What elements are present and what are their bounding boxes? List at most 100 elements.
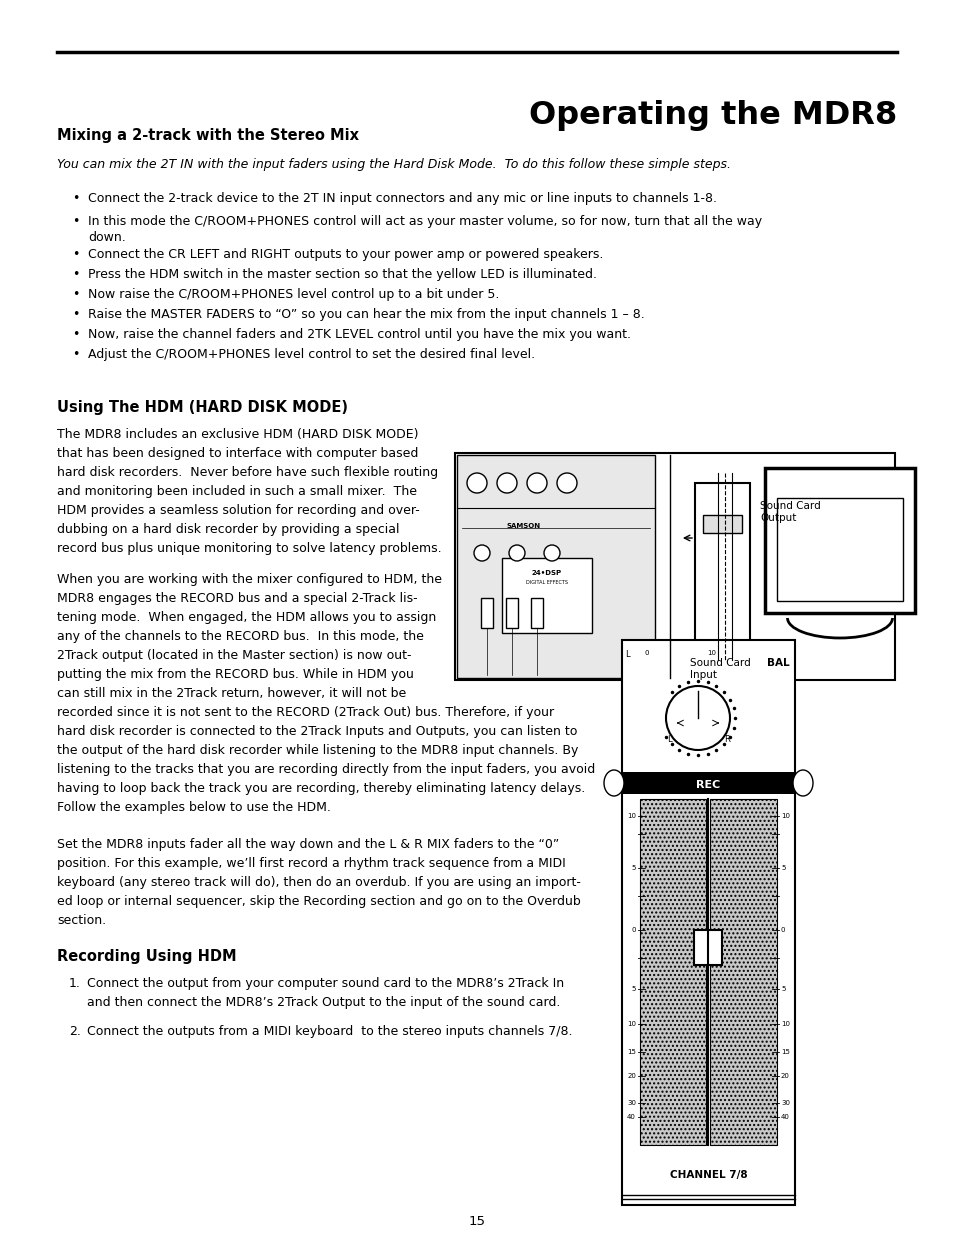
- Text: •: •: [71, 268, 79, 282]
- Text: HDM provides a seamless solution for recording and over-: HDM provides a seamless solution for rec…: [57, 504, 419, 517]
- Circle shape: [526, 473, 546, 493]
- Text: putting the mix from the RECORD bus. While in HDM you: putting the mix from the RECORD bus. Whi…: [57, 668, 414, 680]
- Text: 10: 10: [626, 1021, 636, 1026]
- Text: Press the HDM switch in the master section so that the yellow LED is illuminated: Press the HDM switch in the master secti…: [88, 268, 597, 282]
- Text: position. For this example, we’ll first record a rhythm track sequence from a MI: position. For this example, we’ll first …: [57, 857, 565, 869]
- Bar: [455, 453, 894, 680]
- Text: Using The HDM (HARD DISK MODE): Using The HDM (HARD DISK MODE): [57, 400, 348, 415]
- Text: 0: 0: [644, 650, 649, 656]
- Text: that has been designed to interface with computer based: that has been designed to interface with…: [57, 447, 418, 459]
- Bar: [764, 468, 914, 613]
- Text: •: •: [71, 191, 79, 205]
- Text: •: •: [71, 308, 79, 321]
- Text: 5: 5: [631, 987, 636, 992]
- Text: •: •: [71, 288, 79, 301]
- Text: Operating the MDR8: Operating the MDR8: [528, 100, 896, 131]
- Circle shape: [543, 545, 559, 561]
- Text: hard disk recorders.  Never before have such flexible routing: hard disk recorders. Never before have s…: [57, 466, 437, 479]
- Text: any of the channels to the RECORD bus.  In this mode, the: any of the channels to the RECORD bus. I…: [57, 630, 423, 643]
- Text: L: L: [624, 650, 629, 659]
- Text: dubbing on a hard disk recorder by providing a special: dubbing on a hard disk recorder by provi…: [57, 522, 399, 536]
- Text: tening mode.  When engaged, the HDM allows you to assign: tening mode. When engaged, the HDM allow…: [57, 611, 436, 624]
- Text: Sound Card
Output: Sound Card Output: [760, 501, 820, 522]
- Ellipse shape: [792, 769, 812, 797]
- Text: Now raise the C/ROOM+PHONES level control up to a bit under 5.: Now raise the C/ROOM+PHONES level contro…: [88, 288, 498, 301]
- Circle shape: [497, 473, 517, 493]
- Text: hard disk recorder is connected to the 2Track Inputs and Outputs, you can listen: hard disk recorder is connected to the 2…: [57, 725, 577, 739]
- Bar: [776, 498, 902, 601]
- Text: keyboard (any stereo track will do), then do an overdub. If you are using an imp: keyboard (any stereo track will do), the…: [57, 876, 580, 889]
- Text: 10: 10: [781, 814, 789, 819]
- Text: SAMSON: SAMSON: [506, 522, 540, 529]
- Text: •: •: [71, 329, 79, 341]
- Text: •: •: [71, 248, 79, 261]
- Text: Now, raise the channel faders and 2TK LEVEL control until you have the mix you w: Now, raise the channel faders and 2TK LE…: [88, 329, 630, 341]
- Text: •: •: [71, 215, 79, 228]
- Text: 10: 10: [781, 1021, 789, 1026]
- Text: The MDR8 includes an exclusive HDM (HARD DISK MODE): The MDR8 includes an exclusive HDM (HARD…: [57, 429, 418, 441]
- Text: Adjust the C/ROOM+PHONES level control to set the desired final level.: Adjust the C/ROOM+PHONES level control t…: [88, 348, 535, 361]
- Text: 0: 0: [631, 927, 636, 934]
- Text: 2Track output (located in the Master section) is now out-: 2Track output (located in the Master sec…: [57, 650, 411, 662]
- Circle shape: [557, 473, 577, 493]
- Bar: [456, 454, 655, 678]
- Text: 0: 0: [781, 927, 784, 934]
- Text: 10: 10: [707, 650, 716, 656]
- Text: 20: 20: [781, 1073, 789, 1079]
- Text: having to loop back the track you are recording, thereby eliminating latency del: having to loop back the track you are re…: [57, 782, 584, 795]
- Text: Recording Using HDM: Recording Using HDM: [57, 948, 236, 965]
- Text: Sound Card
Input: Sound Card Input: [689, 658, 750, 679]
- Bar: [709, 799, 776, 1145]
- Circle shape: [467, 473, 486, 493]
- Text: 10: 10: [626, 814, 636, 819]
- Text: 20: 20: [626, 1073, 636, 1079]
- Bar: [639, 799, 705, 1145]
- Text: MDR8 engages the RECORD bus and a special 2-Track lis-: MDR8 engages the RECORD bus and a specia…: [57, 592, 417, 605]
- Text: 5: 5: [781, 866, 784, 871]
- Text: 15: 15: [781, 1049, 789, 1055]
- Bar: [531, 598, 542, 629]
- Text: 24•DSP: 24•DSP: [532, 571, 561, 576]
- Text: record bus plus unique monitoring to solve latency problems.: record bus plus unique monitoring to sol…: [57, 542, 441, 555]
- Circle shape: [509, 545, 524, 561]
- Ellipse shape: [603, 769, 623, 797]
- Text: can still mix in the 2Track return, however, it will not be: can still mix in the 2Track return, howe…: [57, 687, 406, 700]
- Text: Connect the CR LEFT and RIGHT outputs to your power amp or powered speakers.: Connect the CR LEFT and RIGHT outputs to…: [88, 248, 602, 261]
- Text: 5: 5: [781, 987, 784, 992]
- Text: the output of the hard disk recorder while listening to the MDR8 input channels.: the output of the hard disk recorder whi…: [57, 743, 578, 757]
- Text: and then connect the MDR8’s 2Track Output to the input of the sound card.: and then connect the MDR8’s 2Track Outpu…: [87, 995, 559, 1009]
- Text: Follow the examples below to use the HDM.: Follow the examples below to use the HDM…: [57, 802, 331, 814]
- Text: 30: 30: [626, 1100, 636, 1107]
- Text: section.: section.: [57, 914, 106, 927]
- Text: 40: 40: [626, 1114, 636, 1120]
- Bar: [693, 930, 721, 966]
- Text: 15: 15: [626, 1049, 636, 1055]
- Bar: [480, 598, 493, 629]
- Bar: [621, 772, 794, 794]
- Circle shape: [665, 685, 729, 750]
- Text: Mixing a 2-track with the Stereo Mix: Mixing a 2-track with the Stereo Mix: [57, 128, 358, 143]
- Text: CHANNEL 7/8: CHANNEL 7/8: [669, 1170, 746, 1179]
- Text: 15: 15: [468, 1215, 485, 1228]
- Text: •: •: [71, 348, 79, 361]
- Text: 40: 40: [781, 1114, 789, 1120]
- Text: You can mix the 2T IN with the input faders using the Hard Disk Mode.  To do thi: You can mix the 2T IN with the input fad…: [57, 158, 730, 170]
- Text: 1.: 1.: [69, 977, 81, 990]
- Text: Connect the outputs from a MIDI keyboard  to the stereo inputs channels 7/8.: Connect the outputs from a MIDI keyboard…: [87, 1025, 572, 1037]
- Text: L: L: [666, 736, 671, 745]
- Text: When you are working with the mixer configured to HDM, the: When you are working with the mixer conf…: [57, 573, 441, 585]
- Bar: [702, 515, 741, 534]
- Text: BAL: BAL: [766, 658, 789, 668]
- Circle shape: [474, 545, 490, 561]
- Text: Set the MDR8 inputs fader all the way down and the L & R MIX faders to the “0”: Set the MDR8 inputs fader all the way do…: [57, 839, 558, 851]
- Bar: [505, 598, 517, 629]
- Bar: [621, 640, 794, 1205]
- Text: and monitoring been included in such a small mixer.  The: and monitoring been included in such a s…: [57, 485, 416, 498]
- Text: DIGITAL EFFECTS: DIGITAL EFFECTS: [525, 580, 567, 585]
- Bar: [501, 558, 592, 634]
- Text: listening to the tracks that you are recording directly from the input faders, y: listening to the tracks that you are rec…: [57, 763, 595, 776]
- Text: 2.: 2.: [69, 1025, 81, 1037]
- Text: R: R: [723, 736, 729, 745]
- Text: Raise the MASTER FADERS to “O” so you can hear the mix from the input channels 1: Raise the MASTER FADERS to “O” so you ca…: [88, 308, 644, 321]
- Text: In this mode the C/ROOM+PHONES control will act as your master volume, so for no: In this mode the C/ROOM+PHONES control w…: [88, 215, 761, 245]
